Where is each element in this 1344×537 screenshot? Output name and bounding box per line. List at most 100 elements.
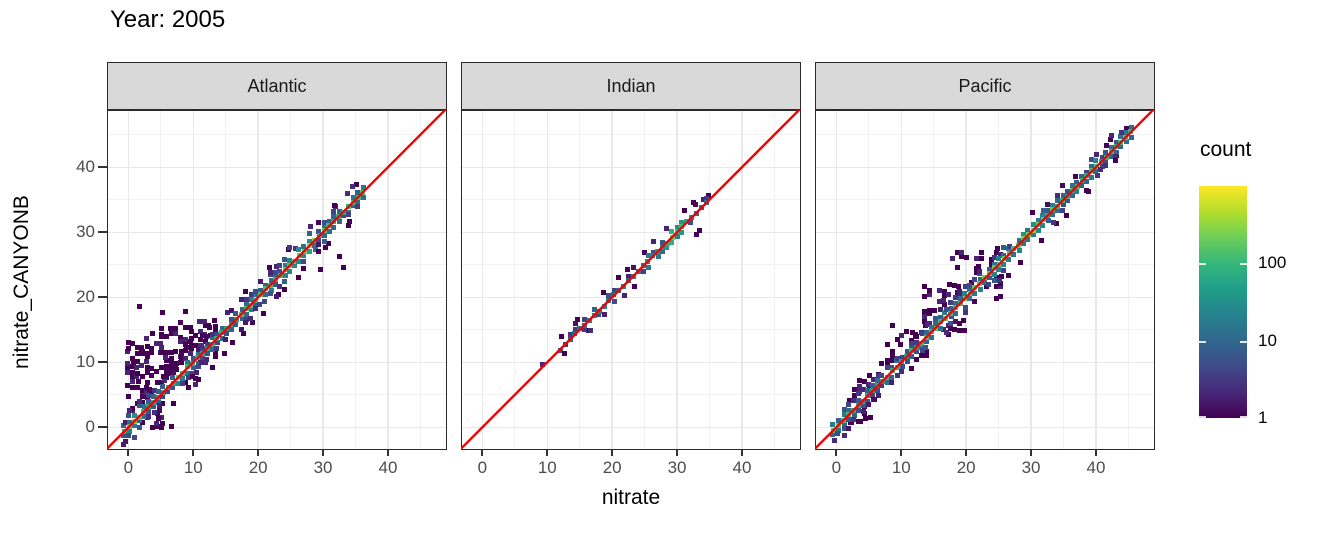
- gridline-minor: [1063, 110, 1064, 450]
- bin2d-cell: [213, 346, 219, 352]
- bin2d-cell: [601, 303, 607, 309]
- bin2d-cell: [913, 331, 919, 337]
- bin2d-cell: [1074, 189, 1080, 195]
- bin2d-cell: [345, 204, 351, 210]
- bin2d-cell: [188, 338, 194, 344]
- bin2d-cell: [124, 365, 130, 371]
- bin2d-cell: [337, 253, 343, 259]
- bin2d-cell: [1000, 267, 1006, 273]
- x-tick-label: 0: [123, 458, 134, 477]
- legend-tick-mark: [1199, 416, 1206, 418]
- y-tick-label: 20: [76, 287, 95, 307]
- bin2d-cell: [350, 184, 356, 190]
- bin2d-cell: [572, 331, 578, 337]
- gridline-minor: [815, 199, 1155, 201]
- bin2d-cell: [360, 189, 366, 195]
- bin2d-cell: [301, 266, 307, 272]
- facet-pacific: Pacific 0 10 20 30 40: [815, 62, 1155, 477]
- x-axis-tick: [257, 450, 260, 456]
- x-tick-label: 30: [667, 458, 687, 477]
- bin2d-cell: [129, 378, 135, 384]
- bin2d-cell: [185, 385, 191, 391]
- bin2d-cell: [233, 322, 239, 328]
- bin2d-cell: [1016, 247, 1022, 253]
- legend-tick-mark: [1199, 340, 1206, 343]
- bin2d-cell: [346, 212, 352, 218]
- gridline-major: [815, 231, 1155, 233]
- bin2d-cell: [1036, 227, 1042, 233]
- bin2d-cell: [938, 325, 944, 331]
- bin2d-cell: [923, 344, 929, 350]
- gridline-minor: [644, 110, 646, 450]
- x-axis-tick: [546, 450, 549, 456]
- x-axis-tick: [835, 450, 838, 456]
- bin2d-cell: [316, 232, 322, 238]
- bin2d-cell: [866, 401, 872, 407]
- bin2d-cell: [889, 322, 895, 328]
- x-tick-label: 40: [1086, 458, 1106, 477]
- bin2d-cell: [345, 191, 351, 197]
- bin2d-cell: [321, 227, 327, 233]
- gridline-minor: [514, 110, 516, 450]
- bin2d-cell: [696, 228, 702, 234]
- bin2d-cell: [1051, 219, 1057, 225]
- bin2d-cell: [307, 248, 313, 254]
- bin2d-cell: [830, 421, 836, 427]
- bin2d-cell: [171, 369, 177, 375]
- bin2d-cell: [158, 341, 164, 347]
- gridline-minor: [461, 199, 801, 201]
- y-axis-tick: [98, 166, 107, 169]
- plot-title: Year: 2005: [110, 6, 226, 33]
- bin2d-cell: [645, 264, 651, 270]
- bin2d-cell: [630, 274, 636, 280]
- bin2d-cell: [126, 423, 132, 429]
- bin2d-cell: [253, 306, 259, 312]
- bin2d-cell: [1095, 173, 1100, 179]
- bin2d-cell: [156, 415, 162, 421]
- bin2d-cell: [998, 293, 1004, 299]
- bin2d-cell: [947, 326, 953, 332]
- bin2d-cell: [163, 354, 169, 360]
- bin2d-cell: [1083, 187, 1089, 193]
- bin2d-cell: [1098, 167, 1104, 173]
- gridline-major: [107, 166, 447, 168]
- bin2d-cell: [625, 267, 631, 273]
- bin2d-cell: [139, 363, 145, 369]
- bin2d-cell: [1128, 134, 1134, 140]
- bin2d-cell: [972, 290, 978, 296]
- bin2d-cell: [242, 288, 248, 294]
- bin2d-cell: [146, 408, 152, 414]
- bin2d-cell: [283, 273, 289, 279]
- x-axis-tick: [676, 450, 679, 456]
- gridline-major: [546, 110, 548, 450]
- bin2d-cell: [210, 364, 216, 370]
- bin2d-cell: [899, 363, 905, 369]
- bin2d-cell: [148, 350, 154, 356]
- bin2d-cell: [190, 360, 196, 366]
- bin2d-cell: [149, 373, 155, 379]
- x-axis-tick: [386, 450, 389, 456]
- bin2d-cell: [914, 349, 920, 355]
- gridline-major: [965, 110, 967, 450]
- bin2d-cell: [562, 341, 568, 347]
- bin2d-cell: [273, 294, 279, 300]
- bin2d-cell: [663, 226, 669, 232]
- gridline-major: [815, 426, 1155, 428]
- bin2d-cell: [861, 408, 867, 414]
- bin2d-cell: [898, 342, 904, 348]
- bin2d-cell: [301, 259, 307, 265]
- facet-strip-pacific: Pacific: [815, 62, 1155, 110]
- bin2d-cell: [1063, 212, 1069, 218]
- bin2d-cell: [936, 287, 942, 293]
- bin2d-cell: [582, 326, 588, 332]
- bin2d-cell: [247, 316, 253, 322]
- bin2d-cell: [1059, 207, 1065, 213]
- bin2d-cell: [355, 204, 361, 210]
- bin2d-cell: [878, 361, 884, 367]
- bin2d-cell: [963, 310, 969, 316]
- bin2d-cell: [173, 325, 179, 331]
- gridline-minor: [107, 134, 447, 136]
- bin2d-cell: [926, 292, 932, 298]
- bin2d-cell: [651, 239, 657, 245]
